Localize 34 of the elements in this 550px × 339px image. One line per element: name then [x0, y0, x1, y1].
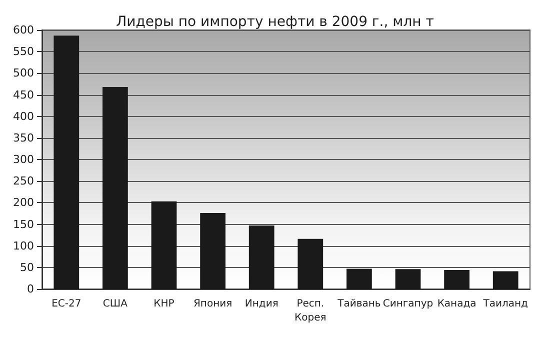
- y-tick-label: 250: [13, 174, 34, 188]
- x-tick-label: США: [102, 298, 128, 310]
- y-tick-label: 450: [13, 88, 34, 102]
- y-tick-label: 100: [13, 239, 34, 252]
- y-tick-label: 400: [13, 110, 34, 123]
- x-tick-label: ЕС-27: [52, 298, 82, 310]
- bar: [54, 36, 80, 289]
- x-tick-label: Таиланд: [482, 298, 528, 310]
- bar: [248, 226, 274, 289]
- bar: [395, 269, 421, 289]
- y-tick-label: 50: [20, 260, 34, 274]
- y-tick-label: 300: [13, 153, 34, 166]
- y-tick-label: 600: [13, 24, 34, 36]
- x-tick-label: Индия: [244, 298, 278, 310]
- bar: [298, 238, 324, 289]
- x-tick-label: Респ. Корея: [294, 298, 326, 324]
- y-tick-label: 150: [13, 218, 34, 231]
- bar: [151, 201, 177, 289]
- chart-title: Лидеры по импорту нефти в 2009 г., млн т: [116, 14, 434, 30]
- bar: [492, 271, 518, 289]
- bar: [200, 213, 226, 289]
- y-tick-label: 550: [13, 45, 34, 58]
- bar: [444, 270, 470, 289]
- y-tick-label: 500: [13, 66, 34, 80]
- x-tick-label: Тайвань: [336, 298, 381, 310]
- x-tick-label: Япония: [193, 298, 232, 310]
- y-tick-label: 350: [13, 131, 34, 144]
- bar: [346, 268, 372, 289]
- x-tick-label: Канада: [437, 298, 476, 310]
- y-tick-label: 200: [13, 196, 34, 210]
- x-tick-label: КНР: [154, 298, 174, 310]
- y-tick-label: 0: [27, 282, 34, 296]
- bar: [102, 86, 128, 289]
- x-tick-label: Сингапур: [382, 298, 434, 310]
